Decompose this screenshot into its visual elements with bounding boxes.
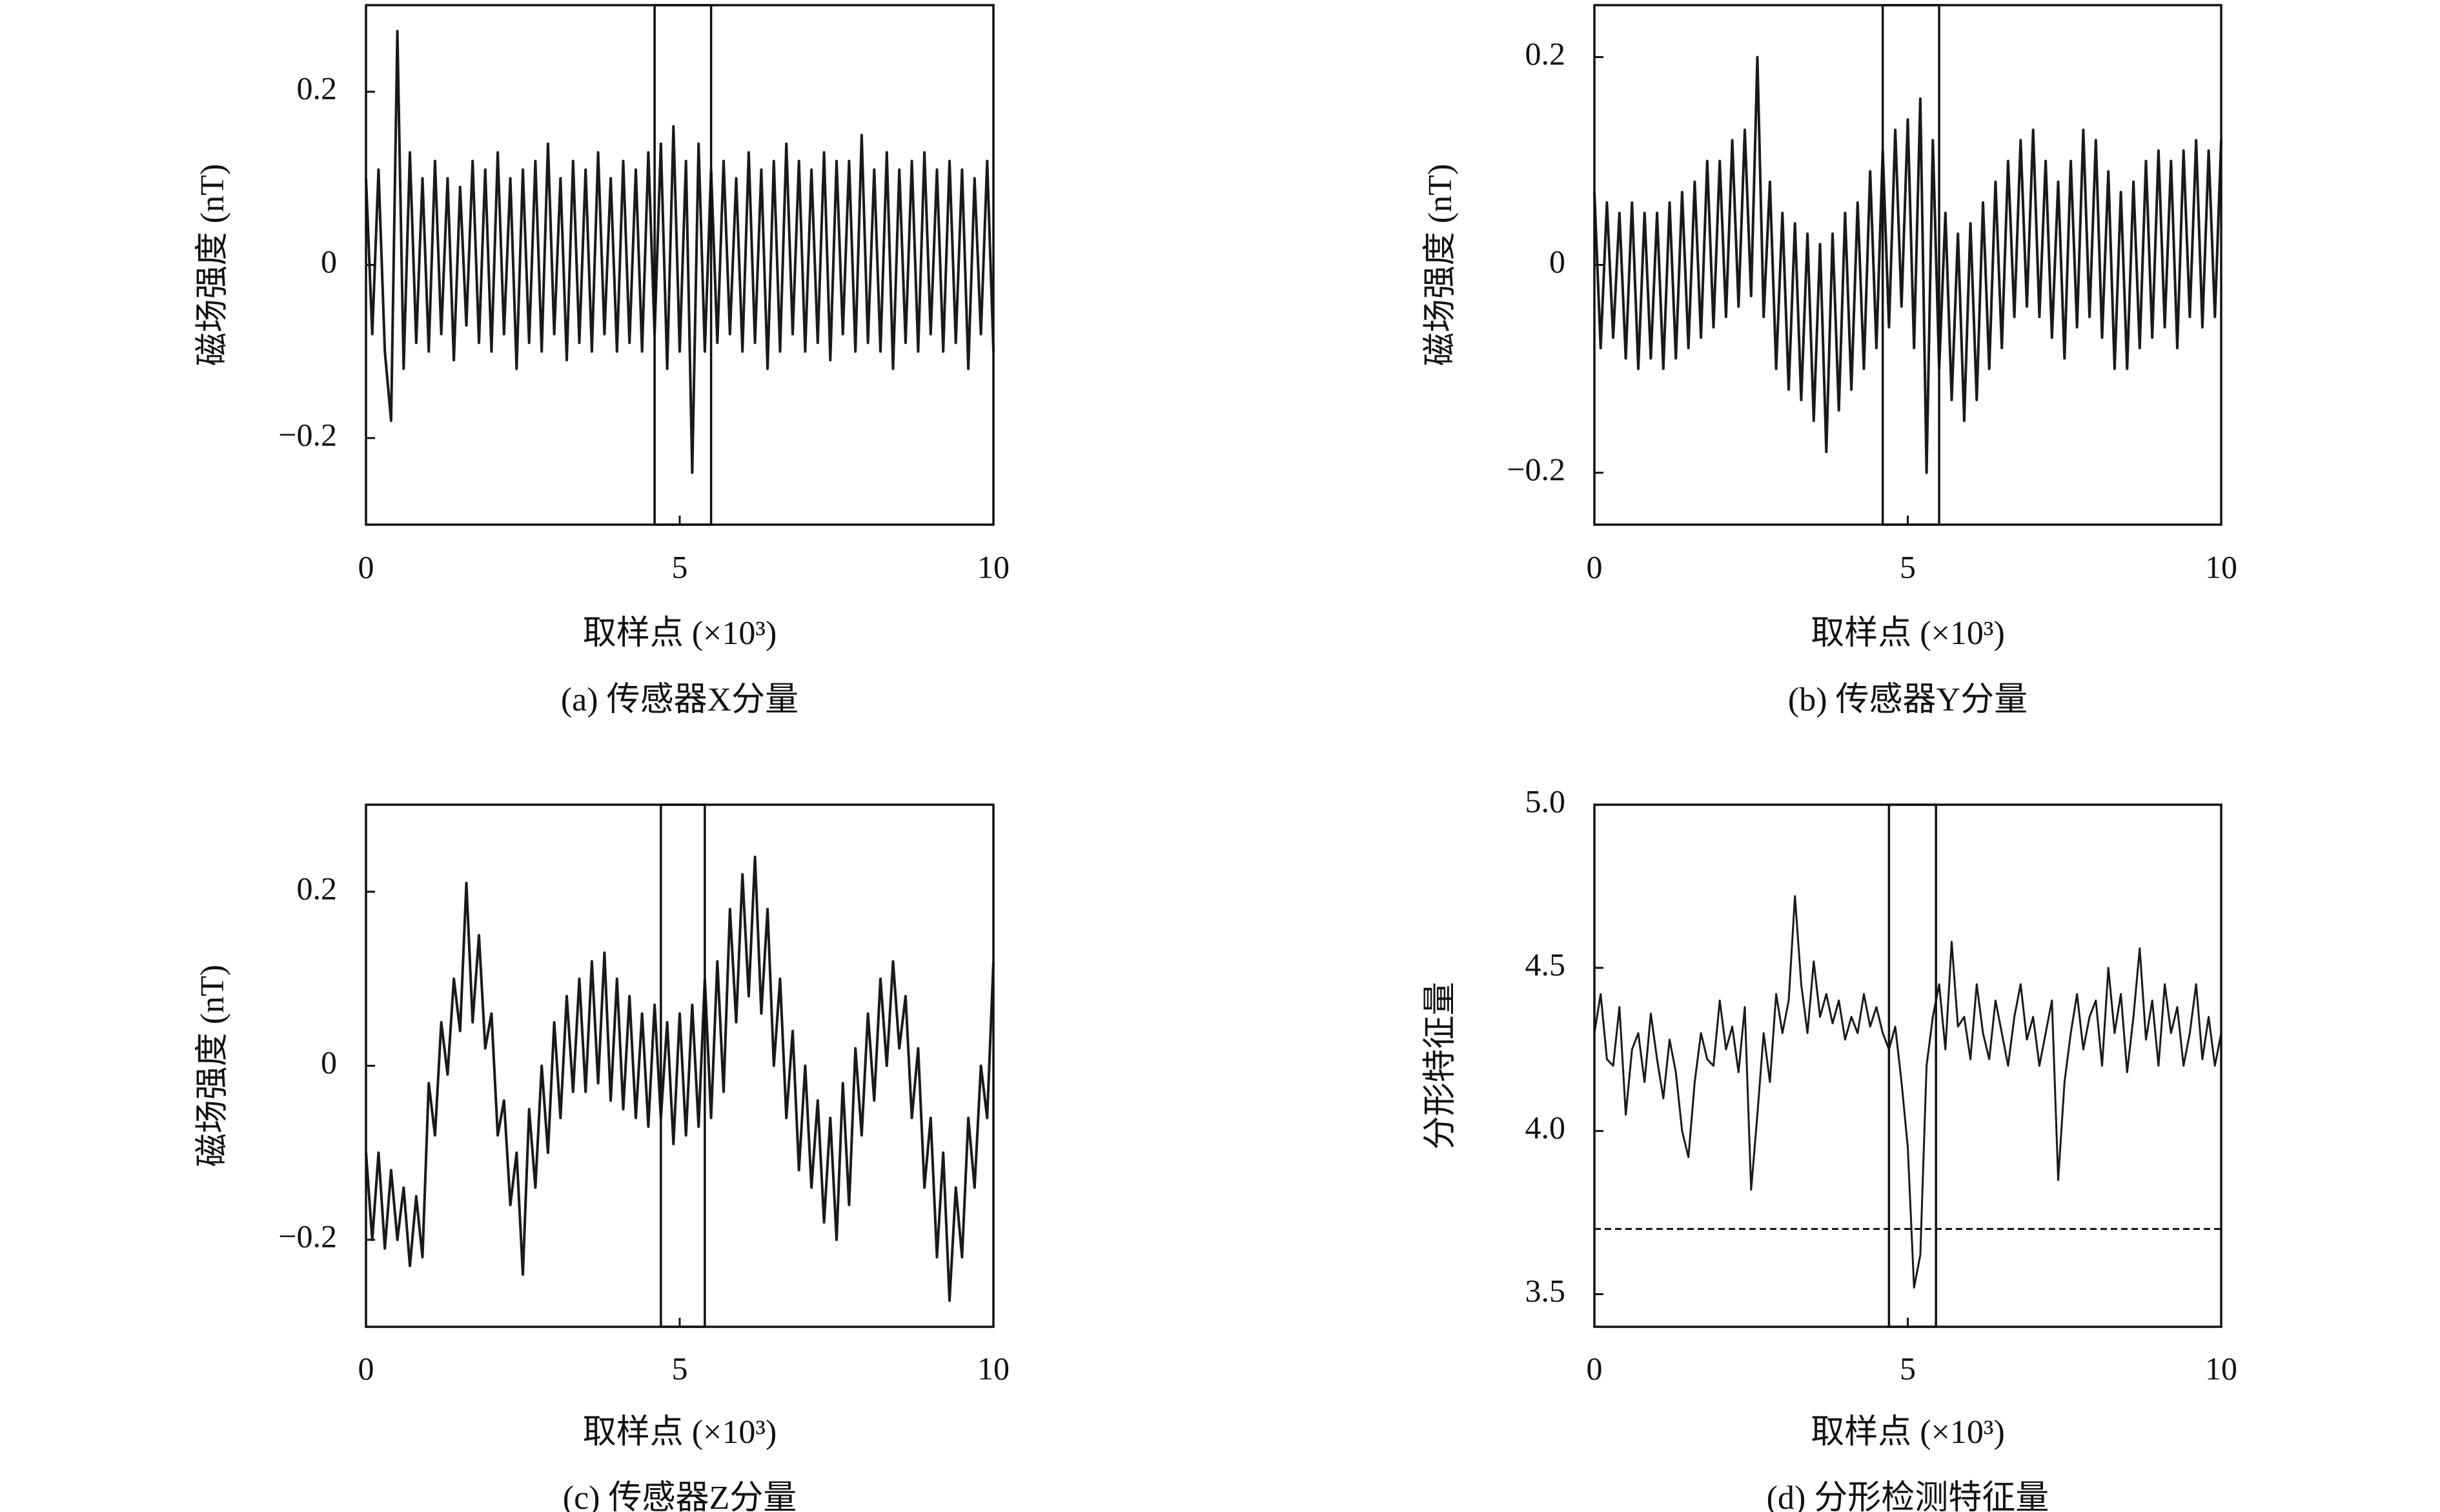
y-tick-label: 4.5	[1525, 946, 1566, 982]
plot-frame	[1593, 4, 2222, 526]
plot-frame	[365, 4, 995, 526]
x-tick-label: 0	[358, 1350, 374, 1386]
y-tick-label: 3.5	[1525, 1273, 1566, 1309]
plot-frame	[1593, 803, 2222, 1328]
y-axis-label: 磁场强度 (nT)	[194, 164, 231, 366]
x-tick-label: 10	[977, 549, 1010, 585]
x-tick-label: 5	[672, 1350, 688, 1386]
y-tick-label: −0.2	[1507, 451, 1565, 487]
y-tick-label: 4.0	[1525, 1109, 1566, 1145]
subplot: 0 5 10 −0.2 0 0.2 取样点 (×10³) 磁场强度 (nT) (a) 传感器X分…	[194, 4, 1010, 718]
y-tick-label: 0.2	[297, 70, 338, 106]
x-tick-label: 5	[1900, 549, 1916, 585]
x-tick-label: 5	[1900, 1350, 1916, 1386]
y-tick-label: −0.2	[278, 416, 337, 452]
subplot: 0 5 10 3.5 4.0 4.5 5.0 取样点 (×10³) 分形特征量 (d) 分形检测特…	[1422, 783, 2237, 1512]
subplot-caption: (d) 分形检测特征量	[1767, 1480, 2049, 1512]
data-line	[365, 855, 995, 1302]
y-tick-label: −0.2	[278, 1218, 337, 1255]
data-line	[1593, 895, 2222, 1289]
x-axis-label: 取样点 (×10³)	[583, 615, 777, 652]
x-tick-label: 0	[1587, 549, 1603, 585]
subplot-caption: (b) 传感器Y分量	[1788, 681, 2028, 718]
subplot-caption: (a) 传感器X分量	[561, 681, 798, 718]
subplot: 0 5 10 −0.2 0 0.2 取样点 (×10³) 磁场强度 (nT) (c) 传感器Z分…	[194, 803, 1010, 1512]
x-axis-label: 取样点 (×10³)	[583, 1414, 777, 1451]
plot-frame	[365, 803, 995, 1328]
y-axis-label: 磁场强度 (nT)	[1422, 164, 1459, 366]
y-tick-label: 5.0	[1525, 783, 1566, 819]
y-tick-label: 0	[321, 243, 337, 279]
y-axis-label: 分形特征量	[1422, 982, 1459, 1149]
data-line	[365, 30, 995, 474]
y-axis-label: 磁场强度 (nT)	[194, 965, 231, 1167]
x-axis-label: 取样点 (×10³)	[1811, 1414, 2005, 1451]
subplot-caption: (c) 传感器Z分量	[563, 1480, 797, 1512]
x-axis-label: 取样点 (×10³)	[1811, 615, 2005, 652]
x-tick-label: 10	[2205, 1350, 2237, 1386]
data-line	[1593, 55, 2222, 474]
x-tick-label: 0	[1587, 1350, 1603, 1386]
x-tick-label: 10	[2205, 549, 2237, 585]
x-tick-label: 10	[977, 1350, 1010, 1386]
y-tick-label: 0.2	[297, 870, 338, 906]
x-tick-label: 0	[358, 549, 374, 585]
y-tick-label: 0.2	[1525, 35, 1566, 72]
subplot: 0 5 10 −0.2 0 0.2 取样点 (×10³) 磁场强度 (nT) (b) 传感器Y分…	[1422, 4, 2237, 718]
x-tick-label: 5	[672, 549, 688, 585]
y-tick-label: 0	[321, 1044, 337, 1080]
y-tick-label: 0	[1549, 243, 1565, 279]
